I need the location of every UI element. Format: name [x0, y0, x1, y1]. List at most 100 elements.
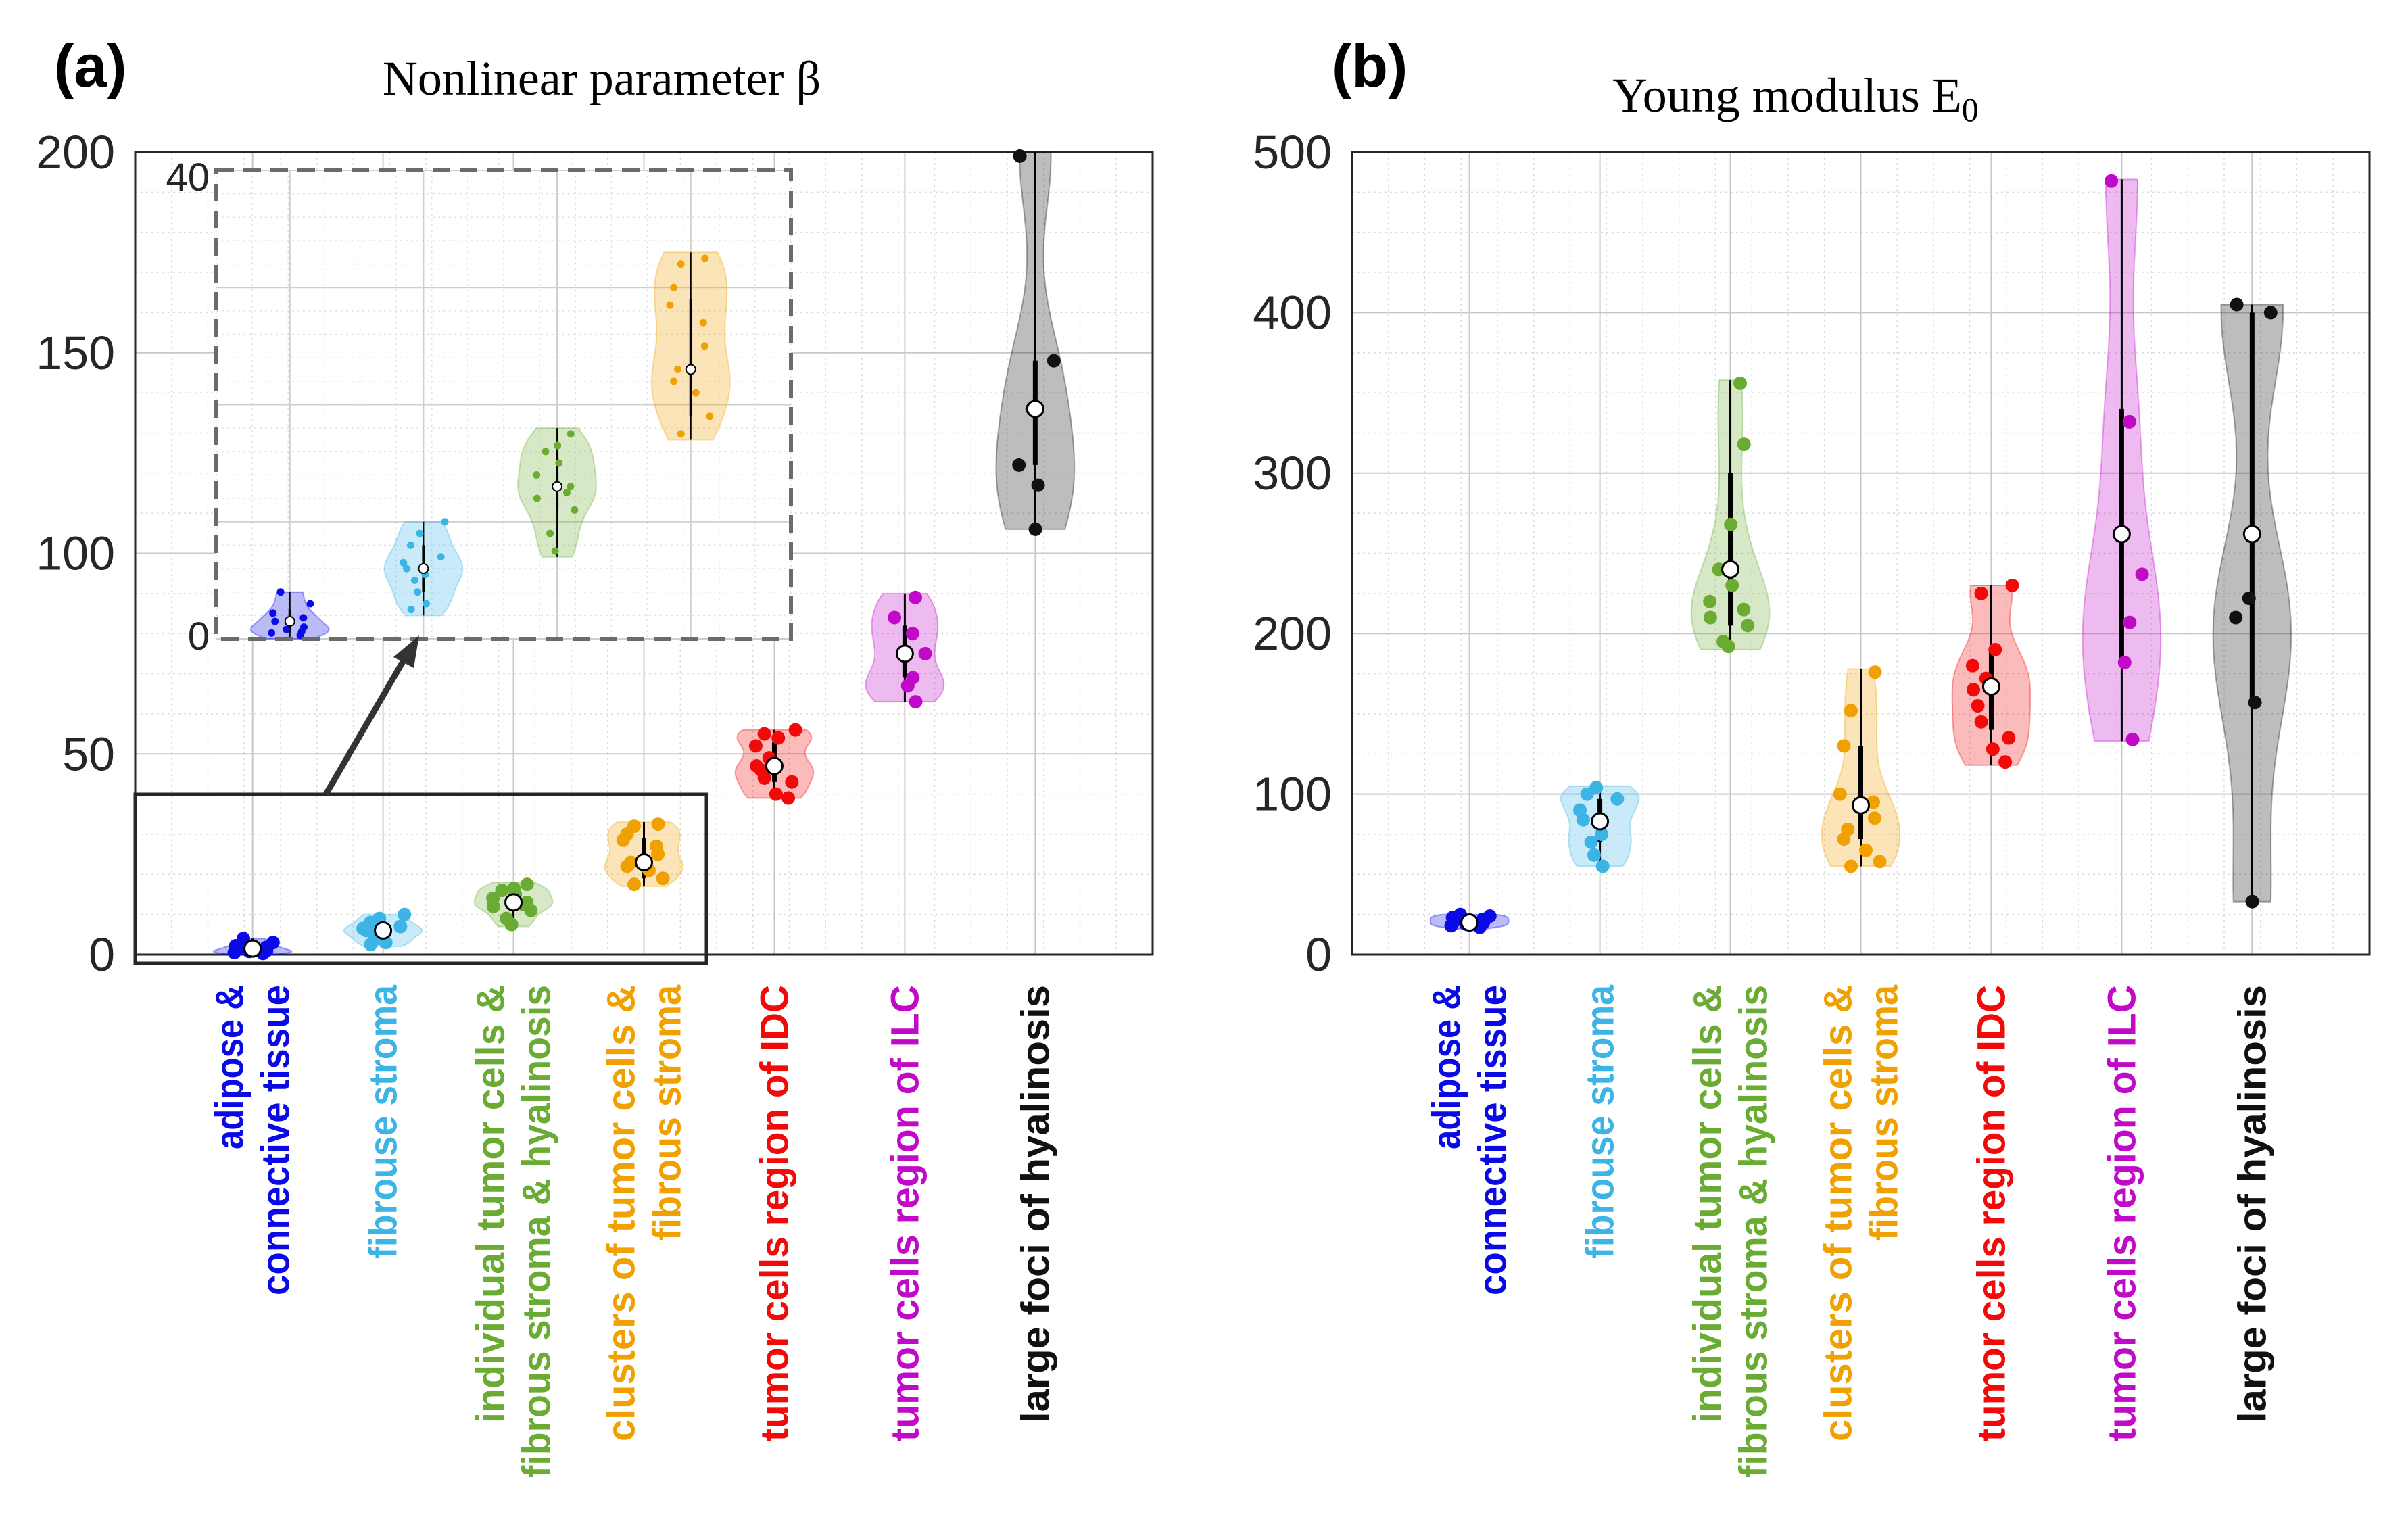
inset-y-tick-label: 0 — [188, 615, 210, 658]
point-3-7 — [1833, 787, 1847, 801]
point-1-3 — [1595, 827, 1609, 841]
category-label-2: individual tumor cells & — [469, 985, 513, 1423]
point-4-2 — [785, 775, 799, 789]
point-4-3 — [1974, 715, 1988, 729]
point-5-3 — [2135, 567, 2149, 581]
point-0-7 — [1483, 909, 1497, 923]
inset-point-1-8 — [416, 529, 424, 537]
point-2-3 — [1703, 610, 1717, 625]
median-1 — [374, 921, 393, 940]
inset-point-2-3 — [533, 494, 541, 502]
y-tick-label: 150 — [36, 327, 115, 379]
inset-point-1-1 — [414, 588, 422, 596]
point-3-10 — [651, 817, 665, 832]
point-2-10 — [1733, 376, 1748, 390]
point-5-2 — [2123, 615, 2137, 629]
point-5-5 — [2105, 174, 2119, 188]
point-3-1 — [1873, 855, 1887, 869]
y-tick-label: 400 — [1253, 286, 1332, 339]
inset-point-0-4 — [271, 617, 279, 625]
point-3-6 — [650, 839, 664, 853]
point-1-6 — [1610, 792, 1625, 806]
point-2-1 — [500, 911, 514, 925]
category-label-3: fibrous stroma — [646, 984, 690, 1241]
category-label-2: fibrous stroma & hyalinosis — [1732, 985, 1776, 1478]
inset-point-3-5 — [700, 342, 708, 350]
inset-point-2-6 — [555, 459, 563, 467]
inset-median-2 — [552, 481, 563, 492]
point-2-9 — [1737, 437, 1751, 452]
zoom-arrow-line — [323, 657, 407, 796]
point-3-9 — [627, 819, 641, 834]
inset-point-1-2 — [410, 576, 418, 584]
point-2-2 — [1741, 619, 1755, 633]
inset-median-1 — [418, 563, 429, 575]
point-2-7 — [495, 884, 509, 898]
point-1-8 — [1589, 781, 1604, 795]
point-4-10 — [788, 723, 802, 737]
inset-point-2-8 — [554, 441, 562, 450]
inset-point-0-1 — [268, 629, 276, 637]
inset-point-2-5 — [533, 471, 541, 479]
point-6-3 — [2242, 591, 2256, 605]
point-4-10 — [2005, 578, 2019, 592]
inset-point-3-2 — [692, 389, 700, 397]
point-4-5 — [1967, 683, 1981, 697]
category-label-6: large foci of hyalinosis — [2230, 985, 2274, 1423]
inset-point-0-5 — [299, 614, 308, 622]
point-1-5 — [1573, 803, 1587, 817]
point-4-8 — [1988, 642, 2002, 656]
category-label-1: fibrouse stroma — [362, 984, 406, 1259]
point-6-4 — [1047, 354, 1061, 368]
point-6-5 — [2230, 297, 2244, 312]
point-4-7 — [1965, 658, 1979, 673]
inset-point-2-1 — [546, 529, 554, 537]
panel-a: 0 50 100 150 200 adipose & connective tissue fi… — [36, 32, 1154, 1478]
median-2 — [1721, 560, 1740, 579]
point-3-1 — [656, 871, 670, 886]
category-label-5: tumor cells region of ILC — [2100, 985, 2144, 1441]
point-3-2 — [1858, 843, 1873, 857]
panel-b: 0 100 200 300 400 500 adipose & connective tiss… — [1253, 32, 2371, 1478]
category-label-3: fibrous stroma — [1862, 984, 1906, 1241]
median-3 — [635, 852, 653, 871]
category-label-4: tumor cells region of IDC — [752, 985, 796, 1441]
median-6 — [1026, 400, 1044, 418]
point-5-2 — [906, 671, 920, 685]
point-2-8 — [507, 882, 521, 896]
y-tick-label: 500 — [1253, 126, 1332, 178]
inset-point-1-7 — [406, 541, 414, 549]
inset-point-0-2 — [283, 625, 291, 633]
y-tick-label: 200 — [36, 126, 115, 178]
point-0-7 — [266, 936, 280, 950]
category-label-1: fibrouse stroma — [1579, 984, 1622, 1259]
inset-point-3-10 — [701, 254, 709, 262]
point-1-1 — [1587, 848, 1601, 862]
point-3-4 — [1841, 822, 1855, 836]
point-4-9 — [757, 727, 771, 741]
point-2-6 — [1725, 578, 1739, 592]
point-4-2 — [2002, 731, 2016, 745]
category-label-2: fibrous stroma & hyalinosis — [515, 985, 559, 1478]
inset-point-1-9 — [441, 518, 449, 526]
point-3-10 — [1868, 665, 1882, 679]
point-5-5 — [888, 610, 902, 625]
category-label-0: connective tissue — [254, 985, 298, 1295]
point-6-1 — [1031, 478, 1045, 492]
inset-point-3-0 — [677, 430, 685, 438]
point-1-9 — [398, 907, 412, 921]
inset-median-0 — [284, 616, 295, 627]
inset-point-3-8 — [670, 283, 678, 291]
point-2-4 — [1737, 602, 1751, 617]
inset-point-2-2 — [571, 506, 579, 514]
median-2 — [504, 893, 523, 912]
inset-point-0-7 — [306, 600, 314, 608]
inset-point-1-6 — [437, 553, 445, 561]
point-4-5 — [750, 759, 764, 773]
point-3-9 — [1844, 704, 1858, 718]
point-6-5 — [1013, 149, 1027, 163]
inset-point-3-9 — [677, 260, 685, 268]
inset-point-2-9 — [567, 430, 575, 438]
panel-title: Nonlinear parameter β — [383, 51, 821, 105]
y-tick-label: 100 — [1253, 768, 1332, 821]
